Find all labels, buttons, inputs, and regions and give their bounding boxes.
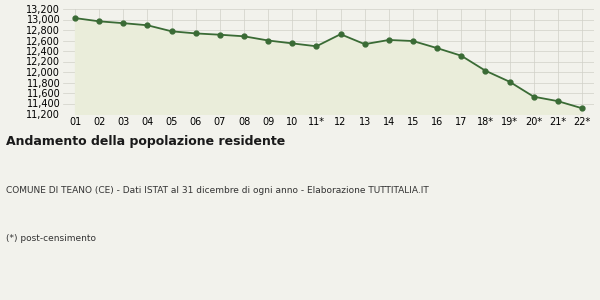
Text: COMUNE DI TEANO (CE) - Dati ISTAT al 31 dicembre di ogni anno - Elaborazione TUT: COMUNE DI TEANO (CE) - Dati ISTAT al 31 … — [6, 186, 429, 195]
Text: Andamento della popolazione residente: Andamento della popolazione residente — [6, 135, 285, 148]
Text: (*) post-censimento: (*) post-censimento — [6, 234, 96, 243]
